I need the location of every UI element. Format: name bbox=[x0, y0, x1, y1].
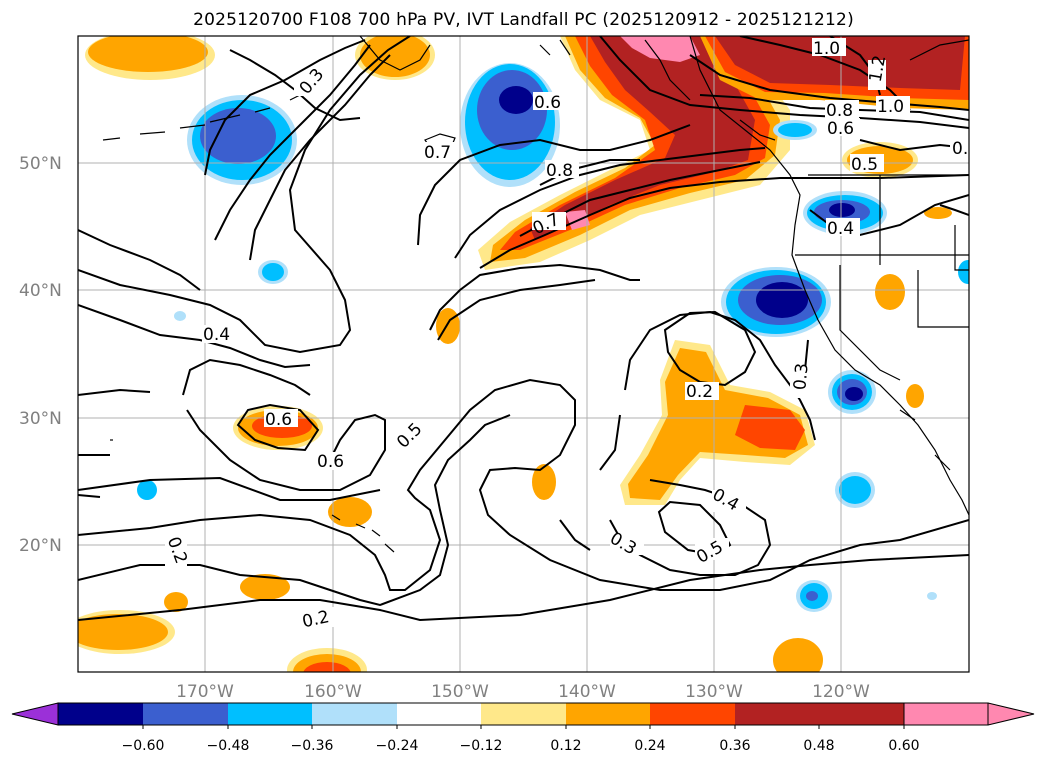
negative-anomaly-core bbox=[499, 86, 533, 114]
negative-anomaly-patch bbox=[200, 108, 276, 164]
lon-label: 170°W bbox=[176, 682, 234, 702]
coastlines bbox=[359, 36, 969, 516]
negative-anomaly-patch bbox=[806, 591, 818, 601]
colorbar-tick-label: −0.24 bbox=[376, 738, 419, 754]
positive-anomaly-subtropical bbox=[628, 348, 808, 500]
colorbar-segment bbox=[397, 703, 481, 725]
positive-anomaly-patch bbox=[875, 274, 905, 310]
contour-label: 0.4 bbox=[203, 325, 230, 345]
negative-anomaly-patch bbox=[174, 311, 186, 321]
colorbar-segment bbox=[228, 703, 312, 725]
lat-label: 30°N bbox=[19, 409, 62, 429]
contour-label: 0.8 bbox=[826, 101, 853, 121]
map-title: 2025120700 F108 700 hPa PV, IVT Landfall… bbox=[193, 10, 854, 30]
positive-anomaly-ar-band bbox=[530, 36, 755, 240]
negative-anomaly-patch bbox=[958, 260, 969, 284]
colorbar-extend-max bbox=[903, 702, 1035, 726]
colorbar-segment bbox=[566, 703, 650, 725]
contour-label: 0.8 bbox=[546, 161, 573, 181]
colorbar-segment bbox=[58, 703, 143, 725]
contour-label: 1.2 bbox=[866, 54, 890, 84]
colorbar-extend-min bbox=[11, 702, 59, 726]
colorbar-segment bbox=[143, 703, 228, 725]
positive-anomaly-patch bbox=[164, 592, 188, 612]
colorbar-segment bbox=[735, 703, 819, 725]
lat-label: 40°N bbox=[19, 281, 62, 301]
negative-anomaly-patch bbox=[839, 476, 871, 504]
contour-label: 0.6 bbox=[952, 139, 979, 159]
colorbar: −0.60 −0.48 −0.36 −0.24 −0.12 0.12 0.24 … bbox=[11, 702, 1035, 754]
lon-label: 160°W bbox=[304, 682, 362, 702]
positive-anomaly-patch bbox=[78, 614, 168, 650]
negative-anomaly-patch bbox=[262, 263, 284, 281]
colorbar-tick-label: −0.36 bbox=[291, 738, 334, 754]
contour-label: 0.6 bbox=[317, 452, 344, 472]
lon-label: 120°W bbox=[812, 682, 870, 702]
colorbar-tick-label: −0.12 bbox=[460, 738, 503, 754]
positive-anomaly-patch bbox=[906, 384, 924, 408]
positive-anomaly-patch bbox=[924, 207, 952, 219]
latitude-labels: 50°N 40°N 30°N 20°N bbox=[19, 154, 62, 556]
positive-anomaly-patch bbox=[88, 36, 208, 72]
contour-label: 0.7 bbox=[424, 143, 451, 163]
positive-anomaly-patch bbox=[360, 36, 430, 77]
colorbar-tick-label: −0.60 bbox=[122, 738, 165, 754]
colorbar-outline bbox=[57, 702, 989, 726]
contour-label: 0.6 bbox=[534, 93, 561, 113]
contour-label: 0.2 bbox=[686, 382, 713, 402]
contour-label: 1.0 bbox=[813, 39, 840, 59]
map-frame bbox=[77, 35, 970, 673]
lat-label: 50°N bbox=[19, 154, 62, 174]
colorbar-ticks bbox=[142, 725, 905, 729]
contour-label: 0.5 bbox=[851, 155, 878, 175]
negative-anomaly-patch bbox=[778, 123, 812, 137]
longitude-labels: 170°W 160°W 150°W 140°W 130°W 120°W bbox=[176, 682, 870, 702]
contour-label: 0.3 bbox=[790, 362, 812, 391]
negative-anomaly-core bbox=[829, 203, 855, 217]
lon-label: 140°W bbox=[558, 682, 616, 702]
positive-anomaly-patch bbox=[773, 638, 823, 672]
colorbar-extend-max bbox=[819, 703, 904, 725]
positive-anomaly-subtropical bbox=[735, 405, 805, 450]
positive-anomaly-patch bbox=[240, 574, 290, 600]
positive-anomaly-patch bbox=[532, 464, 556, 500]
contour-label: 1.0 bbox=[877, 97, 904, 117]
colorbar-tick-label: 0.60 bbox=[888, 738, 919, 754]
negative-anomaly-core bbox=[756, 282, 808, 318]
colorbar-tick-label: 0.36 bbox=[719, 738, 750, 754]
colorbar-tick-label: −0.48 bbox=[207, 738, 250, 754]
negative-anomaly-core bbox=[845, 387, 863, 401]
positive-anomaly-peak bbox=[620, 36, 700, 62]
colorbar-segment bbox=[650, 703, 735, 725]
colorbar-tick-label: 0.24 bbox=[634, 738, 665, 754]
lat-label: 20°N bbox=[19, 536, 62, 556]
colorbar-segment bbox=[481, 703, 566, 725]
colorbar-tick-label: 0.48 bbox=[803, 738, 834, 754]
positive-anomaly-patch bbox=[303, 662, 351, 672]
contour-label: 0.4 bbox=[827, 219, 854, 239]
map-panel: 0.3 0.6 0.7 0.8 1.0 1.2 0.8 1.0 0.6 0.5 … bbox=[78, 36, 979, 672]
colorbar-segment bbox=[312, 703, 397, 725]
colorbar-tick-label: 0.12 bbox=[550, 738, 581, 754]
lon-label: 150°W bbox=[431, 682, 489, 702]
lon-label: 130°W bbox=[685, 682, 743, 702]
positive-anomaly-patch bbox=[328, 497, 372, 527]
contour-label: 0.6 bbox=[265, 410, 292, 430]
negative-anomaly-patch bbox=[927, 592, 937, 600]
contour-label: 0.6 bbox=[827, 119, 854, 139]
negative-anomaly-patch bbox=[137, 480, 157, 500]
